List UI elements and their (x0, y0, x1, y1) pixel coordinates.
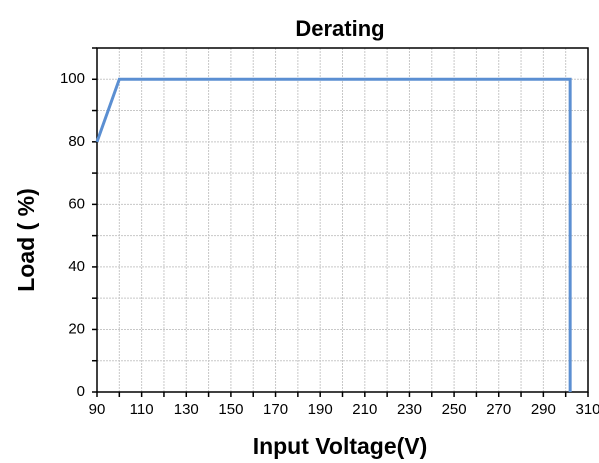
y-tick-label: 20 (68, 320, 85, 337)
x-tick-label: 170 (263, 401, 288, 418)
x-tick-label: 210 (352, 401, 377, 418)
x-tick-label: 90 (89, 401, 106, 418)
chart-title: Derating (295, 16, 384, 41)
y-tick-label: 60 (68, 195, 85, 212)
x-tick-label: 110 (130, 401, 154, 418)
y-tick-label: 0 (77, 383, 85, 400)
x-tick-label: 230 (397, 401, 422, 418)
x-tick-label: 150 (218, 401, 243, 418)
x-tick-label: 190 (308, 401, 333, 418)
x-tick-label: 290 (531, 401, 556, 418)
x-tick-label: 130 (174, 401, 199, 418)
x-tick-label: 310 (575, 401, 599, 418)
y-axis-label: Load ( %) (13, 188, 39, 292)
x-tick-label: 250 (442, 401, 467, 418)
y-tick-label: 100 (60, 70, 85, 87)
y-tick-label: 40 (68, 258, 85, 275)
y-tick-label: 80 (68, 133, 85, 150)
x-axis-label: Input Voltage(V) (253, 433, 428, 459)
data-line (95, 77, 572, 392)
plot-frame (96, 47, 589, 393)
x-tick-label: 270 (486, 401, 511, 418)
